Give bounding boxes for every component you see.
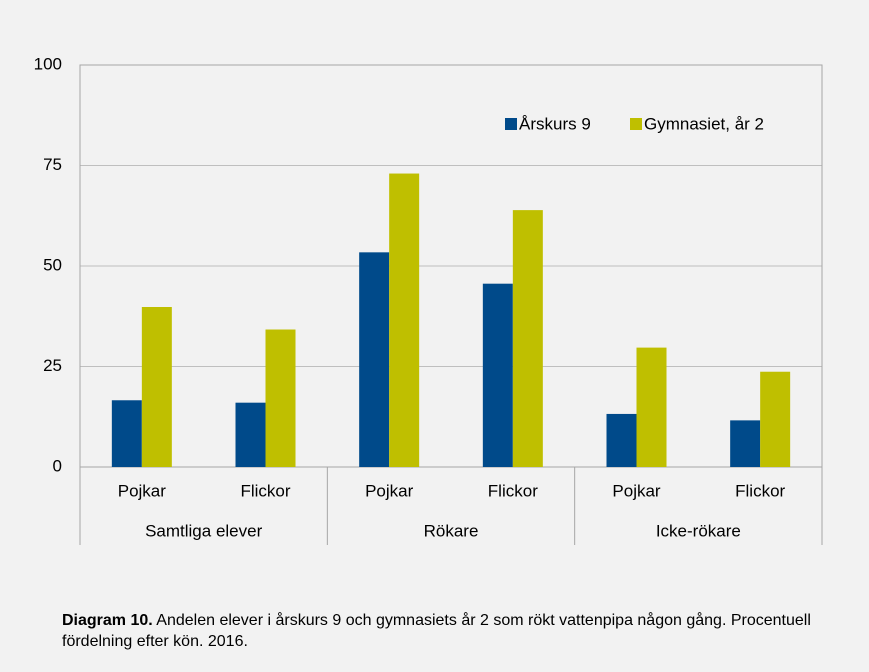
group-label: Samtliga elever [145,521,263,540]
y-tick-label: 50 [43,255,62,274]
caption: Diagram 10. Andelen elever i årskurs 9 o… [62,610,812,652]
bar [235,402,266,467]
y-tick-label: 25 [43,356,62,375]
x-tick-label: Flickor [735,481,785,500]
bar [141,307,172,467]
legend-swatch [505,118,517,130]
legend-label: Gymnasiet, år 2 [644,114,764,133]
plot-border [79,64,823,468]
group-label: Rökare [424,521,479,540]
bar [389,173,420,468]
bar [606,413,637,467]
legend-label: Årskurs 9 [519,114,591,133]
y-tick-label: 75 [43,155,62,174]
y-tick-label: 0 [53,456,62,475]
bar [512,210,543,467]
bar [482,283,513,467]
x-tick-label: Pojkar [365,481,414,500]
x-tick-label: Flickor [240,481,290,500]
bar [265,329,296,467]
bar [636,347,667,467]
bar [359,252,390,467]
chart: 0 25 50 75 100 Pojkar Flickor Pojkar Flickor Pojk… [34,54,823,545]
caption-label: Diagram 10. [62,612,153,629]
y-tick-label: 100 [34,54,62,73]
bar [760,371,791,467]
caption-text: Andelen elever i årskurs 9 och gymnasiet… [62,612,811,650]
x-tick-label: Pojkar [612,481,661,500]
bar [111,400,142,467]
group-label: Icke-rökare [656,521,741,540]
bar [730,420,761,467]
x-tick-label: Pojkar [118,481,167,500]
x-tick-label: Flickor [488,481,538,500]
legend-swatch [630,118,642,130]
